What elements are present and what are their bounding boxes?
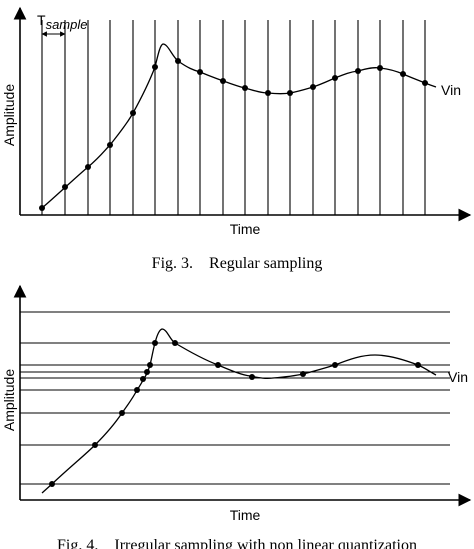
signal-curve [41, 328, 437, 494]
y-axis-label: Amplitude [1, 84, 17, 146]
caption: Fig. 4. Irregular sampling with non line… [57, 537, 417, 549]
x-axis-label: Time [230, 221, 261, 237]
quantization-levels [20, 311, 450, 485]
sample-points [39, 58, 428, 211]
sample-points [49, 340, 421, 487]
sampling-lines [41, 20, 426, 215]
y-axis-label: Amplitude [1, 369, 17, 431]
caption: Fig. 3. Regular sampling [152, 255, 323, 272]
figure-3: Tsample Vin Amplitude Time Fig. 3. Regul… [1, 6, 472, 272]
figure-4: Vin Amplitude Time Fig. 4. Irregular sam… [1, 284, 472, 549]
signal-curve [41, 43, 437, 209]
signal-label: Vin [441, 82, 461, 98]
period-label: Tsample [37, 12, 87, 32]
x-axis-label: Time [230, 507, 261, 523]
signal-label: Vin [448, 369, 468, 385]
